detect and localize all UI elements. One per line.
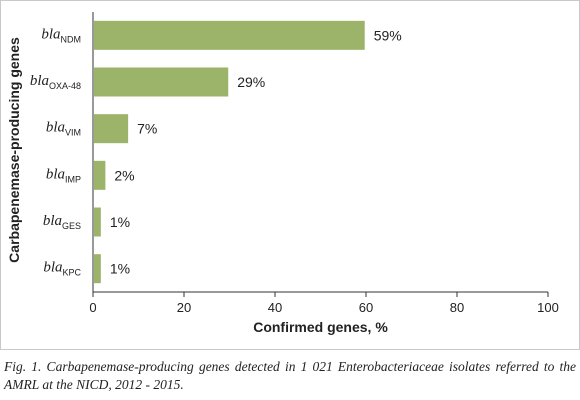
bar-chart: blaNDMblaOXA-48blaVIMblaIMPblaGESblaKPC … bbox=[6, 12, 559, 335]
category-label-ges: blaGES bbox=[43, 213, 81, 231]
x-tick-label-100: 100 bbox=[537, 300, 559, 315]
category-label-oxa-48: blaOXA-48 bbox=[30, 73, 81, 91]
bar-ges bbox=[94, 207, 101, 237]
x-tick-label-0: 0 bbox=[89, 300, 96, 315]
y-axis-title: Carbapenemase-producing genes bbox=[6, 37, 22, 263]
x-axis-title: Confirmed genes, % bbox=[253, 319, 388, 335]
value-labels: 59% 29% 7% 2% 1% 1% bbox=[110, 27, 402, 276]
value-label-kpc: 1% bbox=[110, 261, 130, 277]
value-label-oxa-48: 29% bbox=[237, 74, 265, 90]
bars-layer bbox=[94, 20, 365, 284]
bar-ndm bbox=[94, 20, 365, 50]
x-tick-label-60: 60 bbox=[359, 300, 373, 315]
value-label-vim: 7% bbox=[137, 121, 157, 137]
figure-caption: Fig. 1. Carbapenemase-producing genes de… bbox=[4, 359, 576, 392]
x-tick-label-20: 20 bbox=[177, 300, 191, 315]
bar-oxa-48 bbox=[94, 67, 229, 97]
value-label-imp: 2% bbox=[114, 167, 134, 183]
x-tick-label-80: 80 bbox=[450, 300, 464, 315]
category-label-imp: blaIMP bbox=[46, 166, 81, 184]
x-axis: 0 20 40 60 80 100 bbox=[89, 12, 559, 315]
bar-imp bbox=[94, 160, 106, 190]
category-label-ndm: blaNDM bbox=[41, 26, 81, 44]
bar-vim bbox=[94, 114, 129, 144]
category-labels: blaNDM blaOXA-48 blaVIM blaIMP blaGES blaKPC bbox=[30, 26, 82, 277]
x-tick-label-40: 40 bbox=[268, 300, 282, 315]
category-label-kpc: blaKPC bbox=[43, 260, 81, 278]
value-label-ges: 1% bbox=[110, 214, 130, 230]
category-label-vim: blaVIM bbox=[46, 120, 81, 138]
bar-kpc bbox=[94, 254, 101, 284]
value-label-ndm: 59% bbox=[374, 27, 402, 43]
